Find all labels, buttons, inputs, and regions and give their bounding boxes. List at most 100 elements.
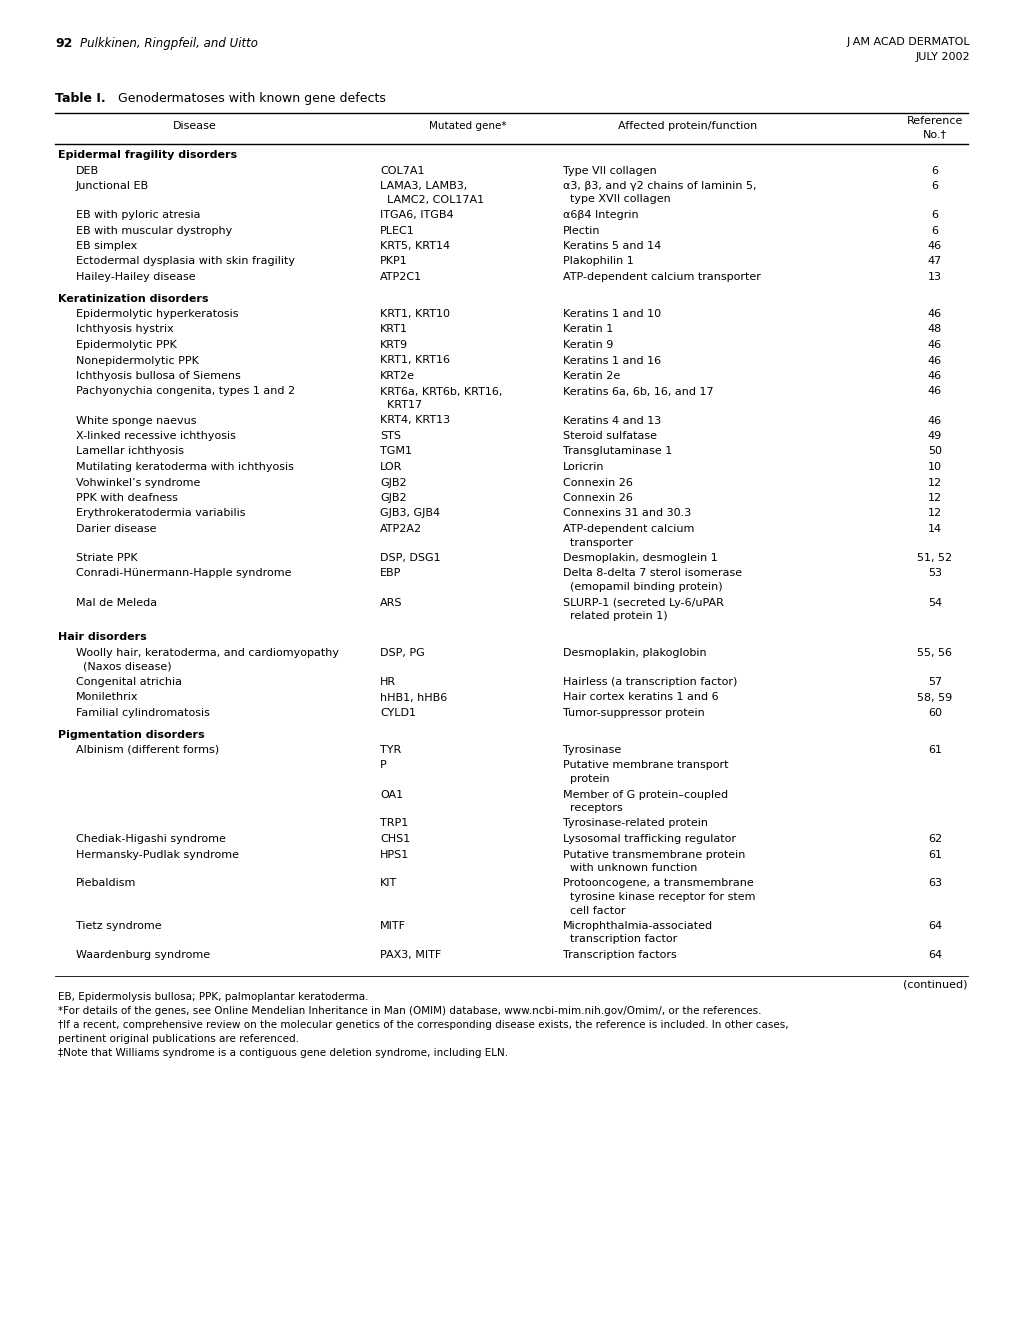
Text: Desmoplakin, plakoglobin: Desmoplakin, plakoglobin xyxy=(562,648,706,657)
Text: PPK with deafness: PPK with deafness xyxy=(76,492,177,503)
Text: LOR: LOR xyxy=(380,462,401,473)
Text: Connexin 26: Connexin 26 xyxy=(562,478,632,487)
Text: Epidermolytic hyperkeratosis: Epidermolytic hyperkeratosis xyxy=(76,309,238,319)
Text: Genodermatoses with known gene defects: Genodermatoses with known gene defects xyxy=(118,92,385,106)
Text: Affected protein/function: Affected protein/function xyxy=(618,121,757,131)
Text: cell factor: cell factor xyxy=(562,906,625,916)
Text: Keratins 4 and 13: Keratins 4 and 13 xyxy=(562,416,660,425)
Text: receptors: receptors xyxy=(562,803,623,813)
Text: 12: 12 xyxy=(927,478,942,487)
Text: PKP1: PKP1 xyxy=(380,256,408,267)
Text: α6β4 Integrin: α6β4 Integrin xyxy=(562,210,638,220)
Text: Tyrosinase-related protein: Tyrosinase-related protein xyxy=(562,818,707,829)
Text: Ichthyosis bullosa of Siemens: Ichthyosis bullosa of Siemens xyxy=(76,371,240,381)
Text: KRT6a, KRT6b, KRT16,: KRT6a, KRT6b, KRT16, xyxy=(380,387,502,396)
Text: 64: 64 xyxy=(927,921,942,931)
Text: ITGA6, ITGB4: ITGA6, ITGB4 xyxy=(380,210,453,220)
Text: (emopamil binding protein): (emopamil binding protein) xyxy=(562,582,721,591)
Text: TGM1: TGM1 xyxy=(380,446,412,457)
Text: 14: 14 xyxy=(927,524,942,535)
Text: 46: 46 xyxy=(927,355,942,366)
Text: Junctional EB: Junctional EB xyxy=(76,181,149,191)
Text: Connexin 26: Connexin 26 xyxy=(562,492,632,503)
Text: related protein 1): related protein 1) xyxy=(562,611,667,620)
Text: Hair cortex keratins 1 and 6: Hair cortex keratins 1 and 6 xyxy=(562,693,718,702)
Text: Nonepidermolytic PPK: Nonepidermolytic PPK xyxy=(76,355,199,366)
Text: tyrosine kinase receptor for stem: tyrosine kinase receptor for stem xyxy=(562,892,755,902)
Text: 46: 46 xyxy=(927,371,942,381)
Text: Keratin 1: Keratin 1 xyxy=(562,325,612,334)
Text: Darier disease: Darier disease xyxy=(76,524,156,535)
Text: Striate PPK: Striate PPK xyxy=(76,553,138,564)
Text: 58, 59: 58, 59 xyxy=(916,693,952,702)
Text: KRT1: KRT1 xyxy=(380,325,408,334)
Text: Reference: Reference xyxy=(906,116,962,125)
Text: Lysosomal trafficking regulator: Lysosomal trafficking regulator xyxy=(562,834,736,843)
Text: with unknown function: with unknown function xyxy=(562,863,697,873)
Text: 92: 92 xyxy=(55,37,72,50)
Text: STS: STS xyxy=(380,432,400,441)
Text: 54: 54 xyxy=(927,598,942,607)
Text: KRT1, KRT16: KRT1, KRT16 xyxy=(380,355,449,366)
Text: GJB2: GJB2 xyxy=(380,492,407,503)
Text: *For details of the genes, see Online Mendelian Inheritance in Man (OMIM) databa: *For details of the genes, see Online Me… xyxy=(58,1006,761,1015)
Text: 46: 46 xyxy=(927,341,942,350)
Text: 12: 12 xyxy=(927,508,942,519)
Text: 6: 6 xyxy=(930,181,937,191)
Text: ARS: ARS xyxy=(380,598,403,607)
Text: LAMC2, COL17A1: LAMC2, COL17A1 xyxy=(380,194,484,205)
Text: 53: 53 xyxy=(927,569,942,578)
Text: 6: 6 xyxy=(930,165,937,176)
Text: ATP2A2: ATP2A2 xyxy=(380,524,422,535)
Text: KRT17: KRT17 xyxy=(380,400,422,411)
Text: Tyrosinase: Tyrosinase xyxy=(562,744,621,755)
Text: White sponge naevus: White sponge naevus xyxy=(76,416,197,425)
Text: LAMA3, LAMB3,: LAMA3, LAMB3, xyxy=(380,181,467,191)
Text: Woolly hair, keratoderma, and cardiomyopathy: Woolly hair, keratoderma, and cardiomyop… xyxy=(76,648,338,657)
Text: Chediak-Higashi syndrome: Chediak-Higashi syndrome xyxy=(76,834,225,843)
Text: Hair disorders: Hair disorders xyxy=(58,632,147,643)
Text: PLEC1: PLEC1 xyxy=(380,226,415,235)
Text: 46: 46 xyxy=(927,387,942,396)
Text: 51, 52: 51, 52 xyxy=(916,553,952,564)
Text: (continued): (continued) xyxy=(903,979,967,990)
Text: Epidermal fragility disorders: Epidermal fragility disorders xyxy=(58,150,236,160)
Text: COL7A1: COL7A1 xyxy=(380,165,424,176)
Text: KRT9: KRT9 xyxy=(380,341,408,350)
Text: Hermansky-Pudlak syndrome: Hermansky-Pudlak syndrome xyxy=(76,850,238,859)
Text: PAX3, MITF: PAX3, MITF xyxy=(380,950,441,960)
Text: type XVII collagen: type XVII collagen xyxy=(562,194,671,205)
Text: Keratinization disorders: Keratinization disorders xyxy=(58,293,208,304)
Text: EB simplex: EB simplex xyxy=(76,242,138,251)
Text: No.†: No.† xyxy=(922,129,946,139)
Text: P: P xyxy=(380,760,386,771)
Text: Mal de Meleda: Mal de Meleda xyxy=(76,598,157,607)
Text: Waardenburg syndrome: Waardenburg syndrome xyxy=(76,950,210,960)
Text: Familial cylindromatosis: Familial cylindromatosis xyxy=(76,708,210,718)
Text: Keratin 2e: Keratin 2e xyxy=(562,371,620,381)
Text: Member of G protein–coupled: Member of G protein–coupled xyxy=(562,789,728,800)
Text: Ichthyosis hystrix: Ichthyosis hystrix xyxy=(76,325,173,334)
Text: 55, 56: 55, 56 xyxy=(917,648,952,657)
Text: 49: 49 xyxy=(927,432,942,441)
Text: ATP-dependent calcium transporter: ATP-dependent calcium transporter xyxy=(562,272,760,282)
Text: 50: 50 xyxy=(927,446,942,457)
Text: CYLD1: CYLD1 xyxy=(380,708,416,718)
Text: Tumor-suppressor protein: Tumor-suppressor protein xyxy=(562,708,704,718)
Text: EB with muscular dystrophy: EB with muscular dystrophy xyxy=(76,226,232,235)
Text: 12: 12 xyxy=(927,492,942,503)
Text: KRT4, KRT13: KRT4, KRT13 xyxy=(380,416,449,425)
Text: X-linked recessive ichthyosis: X-linked recessive ichthyosis xyxy=(76,432,235,441)
Text: DSP, PG: DSP, PG xyxy=(380,648,424,657)
Text: Putative membrane transport: Putative membrane transport xyxy=(562,760,728,771)
Text: Vohwinkel’s syndrome: Vohwinkel’s syndrome xyxy=(76,478,200,487)
Text: Erythrokeratodermia variabilis: Erythrokeratodermia variabilis xyxy=(76,508,246,519)
Text: Plakophilin 1: Plakophilin 1 xyxy=(562,256,633,267)
Text: Keratins 1 and 16: Keratins 1 and 16 xyxy=(562,355,660,366)
Text: 6: 6 xyxy=(930,210,937,220)
Text: 46: 46 xyxy=(927,309,942,319)
Text: OA1: OA1 xyxy=(380,789,403,800)
Text: SLURP-1 (secreted Ly-6/uPAR: SLURP-1 (secreted Ly-6/uPAR xyxy=(562,598,723,607)
Text: EBP: EBP xyxy=(380,569,401,578)
Text: (Naxos disease): (Naxos disease) xyxy=(76,661,171,672)
